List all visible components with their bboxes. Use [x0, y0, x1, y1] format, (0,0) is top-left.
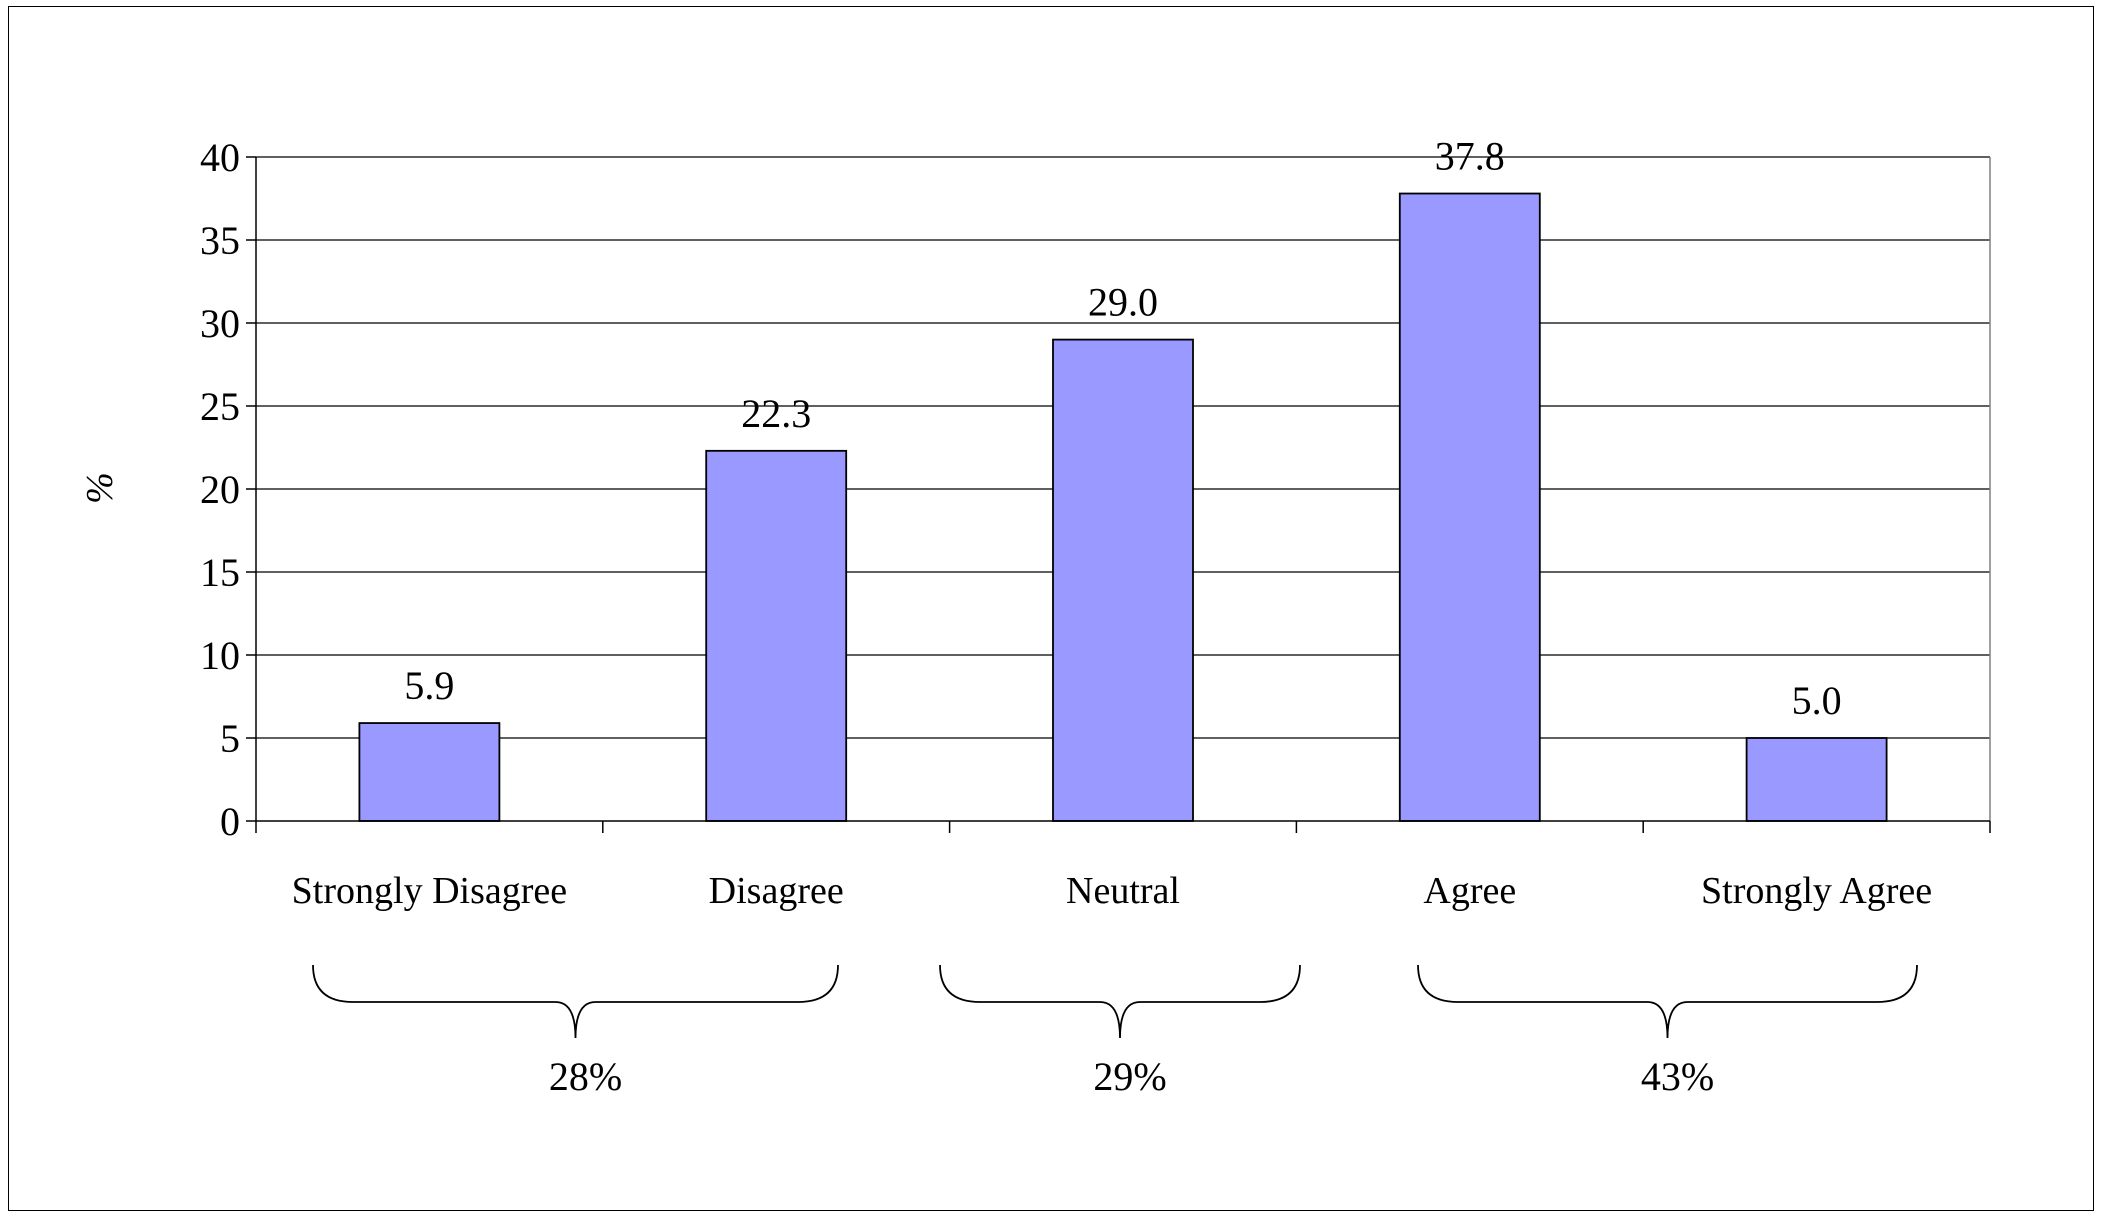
y-tick-label: 15 [200, 550, 240, 595]
y-tick-label: 35 [200, 218, 240, 263]
data-labels: 5.9 22.3 29.0 37.8 5.0 [404, 134, 1841, 723]
x-category-label: Disagree [709, 870, 844, 912]
bars [358, 192, 1888, 822]
y-tick-label: 5 [220, 716, 240, 761]
group-percent-label: 29% [1093, 1054, 1166, 1099]
y-axis-ticks: 0 5 10 15 20 25 30 35 40 [200, 135, 256, 844]
x-category-label: Strongly Disagree [292, 870, 567, 912]
y-tick-label: 20 [200, 467, 240, 512]
bar [1052, 338, 1194, 822]
bar [705, 449, 848, 822]
data-label: 37.8 [1435, 134, 1505, 179]
chart-frame [8, 6, 2094, 1211]
bar [1745, 737, 1888, 822]
group-brace [939, 964, 1301, 1039]
data-label: 29.0 [1088, 280, 1158, 325]
group-brace [1417, 964, 1918, 1039]
x-category-label: Strongly Agree [1701, 870, 1932, 912]
group-braces: 28% 29% 43% [312, 964, 1918, 1099]
y-axis-label: % [79, 472, 121, 504]
y-tick-label: 0 [220, 799, 240, 844]
bar [1398, 192, 1541, 822]
y-tick-label: 30 [200, 301, 240, 346]
group-percent-label: 43% [1641, 1054, 1714, 1099]
x-axis-categories: Strongly Disagree Disagree Neutral Agree Str… [292, 870, 1932, 912]
y-tick-label: 25 [200, 384, 240, 429]
bar [358, 722, 501, 822]
y-tick-label: 10 [200, 633, 240, 678]
group-percent-label: 28% [549, 1054, 622, 1099]
data-label: 22.3 [741, 391, 811, 436]
data-label: 5.0 [1792, 678, 1842, 723]
x-category-label: Neutral [1066, 870, 1180, 912]
data-label: 5.9 [404, 663, 454, 708]
group-brace [312, 964, 839, 1039]
x-category-label: Agree [1423, 870, 1516, 912]
y-tick-label: 40 [200, 135, 240, 180]
